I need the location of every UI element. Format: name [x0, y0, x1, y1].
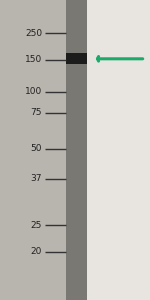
Text: 50: 50 — [30, 144, 42, 153]
Text: 150: 150 — [25, 56, 42, 64]
Text: 100: 100 — [25, 87, 42, 96]
Bar — [66, 0, 87, 300]
Bar — [0, 0, 87, 300]
Text: 75: 75 — [30, 108, 42, 117]
Bar — [66, 53, 87, 64]
Text: 25: 25 — [31, 220, 42, 230]
Text: 250: 250 — [25, 28, 42, 38]
Bar — [87, 0, 150, 300]
Text: 37: 37 — [30, 174, 42, 183]
Text: 20: 20 — [31, 248, 42, 256]
